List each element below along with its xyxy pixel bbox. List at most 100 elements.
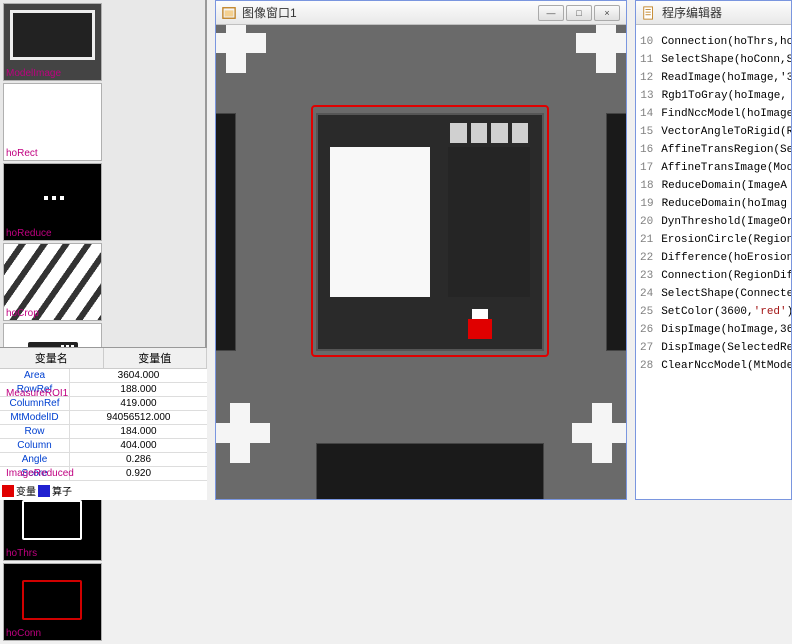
editor-title: 程序编辑器: [662, 4, 785, 21]
code-text: Rgb1ToGray(hoImage,: [662, 90, 787, 102]
header-varval: 变量值: [104, 348, 208, 368]
line-number: 17: [640, 162, 653, 174]
var-name: Area: [0, 369, 70, 382]
variable-row[interactable]: Area3604.000: [0, 369, 207, 383]
code-text: SelectShape(hoConn,Se: [661, 54, 791, 66]
code-line[interactable]: 20DynThreshold(ImageOri: [640, 213, 787, 231]
code-line[interactable]: 13 Rgb1ToGray(hoImage,: [640, 87, 787, 105]
image-window-title: 图像窗口1: [242, 4, 538, 21]
editor-icon: [642, 6, 656, 20]
variable-row[interactable]: Row184.000: [0, 425, 207, 439]
minimize-button[interactable]: —: [538, 5, 564, 21]
line-number: 19: [640, 198, 654, 210]
code-text: AffineTransRegion(Sele: [661, 144, 791, 156]
var-value: 3604.000: [70, 369, 207, 382]
var-value: 0.920: [70, 467, 207, 480]
line-number: 27: [640, 342, 653, 354]
thumb-horeduce[interactable]: hoReduce: [3, 163, 102, 241]
var-value: 94056512.000: [70, 411, 207, 424]
code-text: ReduceDomain(hoImag: [662, 198, 787, 210]
code-line[interactable]: 16AffineTransRegion(Sele: [640, 141, 787, 159]
thumb-hoconn[interactable]: hoConn: [3, 563, 102, 641]
line-number: 13: [640, 90, 654, 102]
code-text: ClearNccModel(MtModel: [661, 360, 791, 372]
line-number: 25: [640, 306, 653, 318]
code-line[interactable]: 19 ReduceDomain(hoImag: [640, 195, 787, 213]
code-line[interactable]: 18 ReduceDomain(ImageA: [640, 177, 787, 195]
maximize-button[interactable]: □: [566, 5, 592, 21]
code-line[interactable]: 24SelectShape(Connected: [640, 285, 787, 303]
var-value: 0.286: [70, 453, 207, 466]
editor-titlebar[interactable]: 程序编辑器: [636, 1, 791, 25]
code-text: DispImage(SelectedReg: [661, 342, 791, 354]
code-line[interactable]: 11SelectShape(hoConn,Se: [640, 51, 787, 69]
line-number: 28: [640, 360, 653, 372]
code-line[interactable]: 17AffineTransImage(Mode: [640, 159, 787, 177]
code-text: Connection(hoThrs,hoCo: [661, 36, 791, 48]
code-text: DispImage(hoImage,36: [661, 324, 791, 336]
line-number: 20: [640, 216, 653, 228]
thumb-horect[interactable]: hoRect: [3, 83, 102, 161]
code-area[interactable]: 10Connection(hoThrs,hoCo11SelectShape(ho…: [636, 25, 791, 499]
code-text: SetColor(3600,'red'): [661, 306, 791, 318]
var-name: MtModelID: [0, 411, 70, 424]
code-text: FindNccModel(hoImage,: [661, 108, 791, 120]
var-value: 419.000: [70, 397, 207, 410]
code-line[interactable]: 28ClearNccModel(MtModel: [640, 357, 787, 375]
variable-row[interactable]: MtModelID94056512.000: [0, 411, 207, 425]
line-number: 23: [640, 270, 653, 282]
variable-row[interactable]: Column404.000: [0, 439, 207, 453]
code-line[interactable]: 12ReadImage(hoImage,'3: [640, 69, 787, 87]
code-line[interactable]: 27DispImage(SelectedReg: [640, 339, 787, 357]
code-text: SelectShape(Connected: [661, 288, 791, 300]
code-text: DynThreshold(ImageOri: [661, 216, 791, 228]
line-number: 10: [640, 36, 653, 48]
line-number: 24: [640, 288, 653, 300]
code-line[interactable]: 10Connection(hoThrs,hoCo: [640, 33, 787, 51]
code-line[interactable]: 22Difference(hoErosion, h: [640, 249, 787, 267]
var-value: 404.000: [70, 439, 207, 452]
program-editor: 程序编辑器 10Connection(hoThrs,hoCo11SelectSh…: [635, 0, 792, 500]
var-value: 188.000: [70, 383, 207, 396]
image-window-icon: [222, 6, 236, 20]
variable-row[interactable]: Angle0.286: [0, 453, 207, 467]
code-line[interactable]: 23Connection(RegionDiffer: [640, 267, 787, 285]
image-canvas[interactable]: [216, 25, 626, 499]
variable-row[interactable]: ColumnRef419.000: [0, 397, 207, 411]
code-text: Difference(hoErosion, h: [661, 252, 791, 264]
variable-table-header: 变量名 变量值: [0, 348, 207, 369]
var-value: 184.000: [70, 425, 207, 438]
header-varname: 变量名: [0, 348, 104, 368]
line-number: 16: [640, 144, 653, 156]
code-line[interactable]: 15VectorAngleToRigid(Ro: [640, 123, 787, 141]
var-name: Column: [0, 439, 70, 452]
legend: 变量 算子: [0, 481, 207, 500]
line-number: 14: [640, 108, 653, 120]
code-text: ErosionCircle(RegionAffi: [661, 234, 791, 246]
legend-box-2: [38, 485, 50, 497]
image-window: 图像窗口1 — □ ×: [215, 0, 627, 500]
thumb-hocrop[interactable]: hoCrop: [3, 243, 102, 321]
code-text: ReduceDomain(ImageA: [662, 180, 787, 192]
code-text: ReadImage(hoImage,'3: [661, 72, 791, 84]
line-number: 26: [640, 324, 653, 336]
var-name: Row: [0, 425, 70, 438]
code-text: VectorAngleToRigid(Ro: [661, 126, 791, 138]
code-text: Connection(RegionDiffer: [661, 270, 791, 282]
line-number: 15: [640, 126, 653, 138]
legend-box-1: [2, 485, 14, 497]
code-line[interactable]: 14FindNccModel(hoImage,: [640, 105, 787, 123]
line-number: 21: [640, 234, 653, 246]
code-text: AffineTransImage(Mode: [661, 162, 791, 174]
thumbnail-panel: ModelImage hoRect hoReduce hoCrop Measur…: [0, 0, 207, 500]
line-number: 12: [640, 72, 653, 84]
close-button[interactable]: ×: [594, 5, 620, 21]
line-number: 18: [640, 180, 654, 192]
code-line[interactable]: 26DispImage(hoImage,36: [640, 321, 787, 339]
var-name: Angle: [0, 453, 70, 466]
line-number: 22: [640, 252, 653, 264]
image-window-titlebar[interactable]: 图像窗口1 — □ ×: [216, 1, 626, 25]
code-line[interactable]: 21ErosionCircle(RegionAffi: [640, 231, 787, 249]
thumb-modelimage[interactable]: ModelImage: [3, 3, 102, 81]
code-line[interactable]: 25SetColor(3600,'red'): [640, 303, 787, 321]
